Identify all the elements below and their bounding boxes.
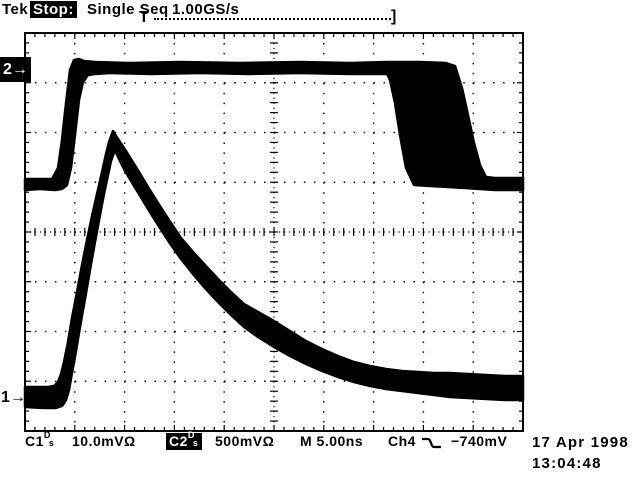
- waveforms: [23, 57, 525, 410]
- record-end-bracket: ]: [391, 8, 397, 25]
- acquisition-status-badge: Stop:: [30, 1, 77, 18]
- waveform-ch1: [23, 129, 525, 410]
- ch1-scale-readout: 10.0mVΩ: [72, 433, 136, 449]
- brand-label: Tek: [2, 1, 29, 18]
- ch2-label: C2: [169, 433, 188, 449]
- timebase-readout: M 5.00ns: [300, 433, 364, 449]
- waveform-ch2: [23, 57, 525, 192]
- ch1-label: C1: [25, 433, 44, 449]
- ch2-position-marker: 2→: [0, 57, 31, 82]
- date-label: 17 Apr 1998: [532, 434, 629, 451]
- time-label: 13:04:48: [532, 455, 602, 472]
- acquisition-mode-label: Single Seq: [87, 1, 169, 18]
- record-view-line: [154, 18, 391, 20]
- falling-edge-trigger-icon: [422, 437, 441, 449]
- trigger-level-readout: −740mV: [451, 433, 508, 449]
- trigger-position-marker: T: [139, 9, 150, 26]
- trigger-source-readout: Ch4: [388, 433, 416, 449]
- ch2-scale-readout: 500mVΩ: [215, 433, 275, 449]
- sample-rate-label: 1.00GS/s: [172, 1, 240, 18]
- ch1-position-marker: 1→: [1, 389, 26, 406]
